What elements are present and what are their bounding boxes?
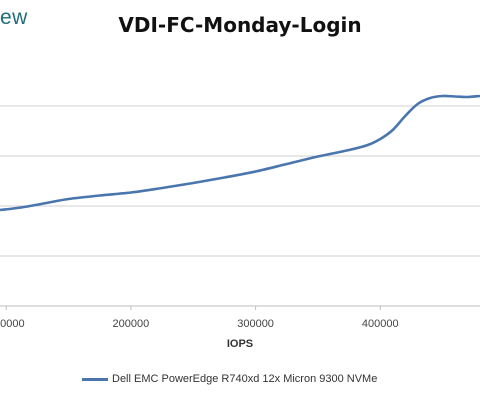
legend: Dell EMC PowerEdge R740xd 12x Micron 930… (82, 373, 377, 385)
legend-label: Dell EMC PowerEdge R740xd 12x Micron 930… (112, 373, 378, 385)
legend-swatch (82, 377, 108, 381)
x-tick-label: 300000 (237, 318, 274, 330)
x-axis-label: IOPS (226, 338, 254, 350)
series-line (0, 94, 480, 212)
x-tick-label: 200000 (113, 318, 150, 330)
chart-title: VDI-FC-Monday-Login (118, 13, 362, 37)
brand-logo-text: ew (0, 6, 28, 29)
x-tick-label: 100000 (0, 318, 25, 330)
x-tick-label: 400000 (362, 318, 399, 330)
